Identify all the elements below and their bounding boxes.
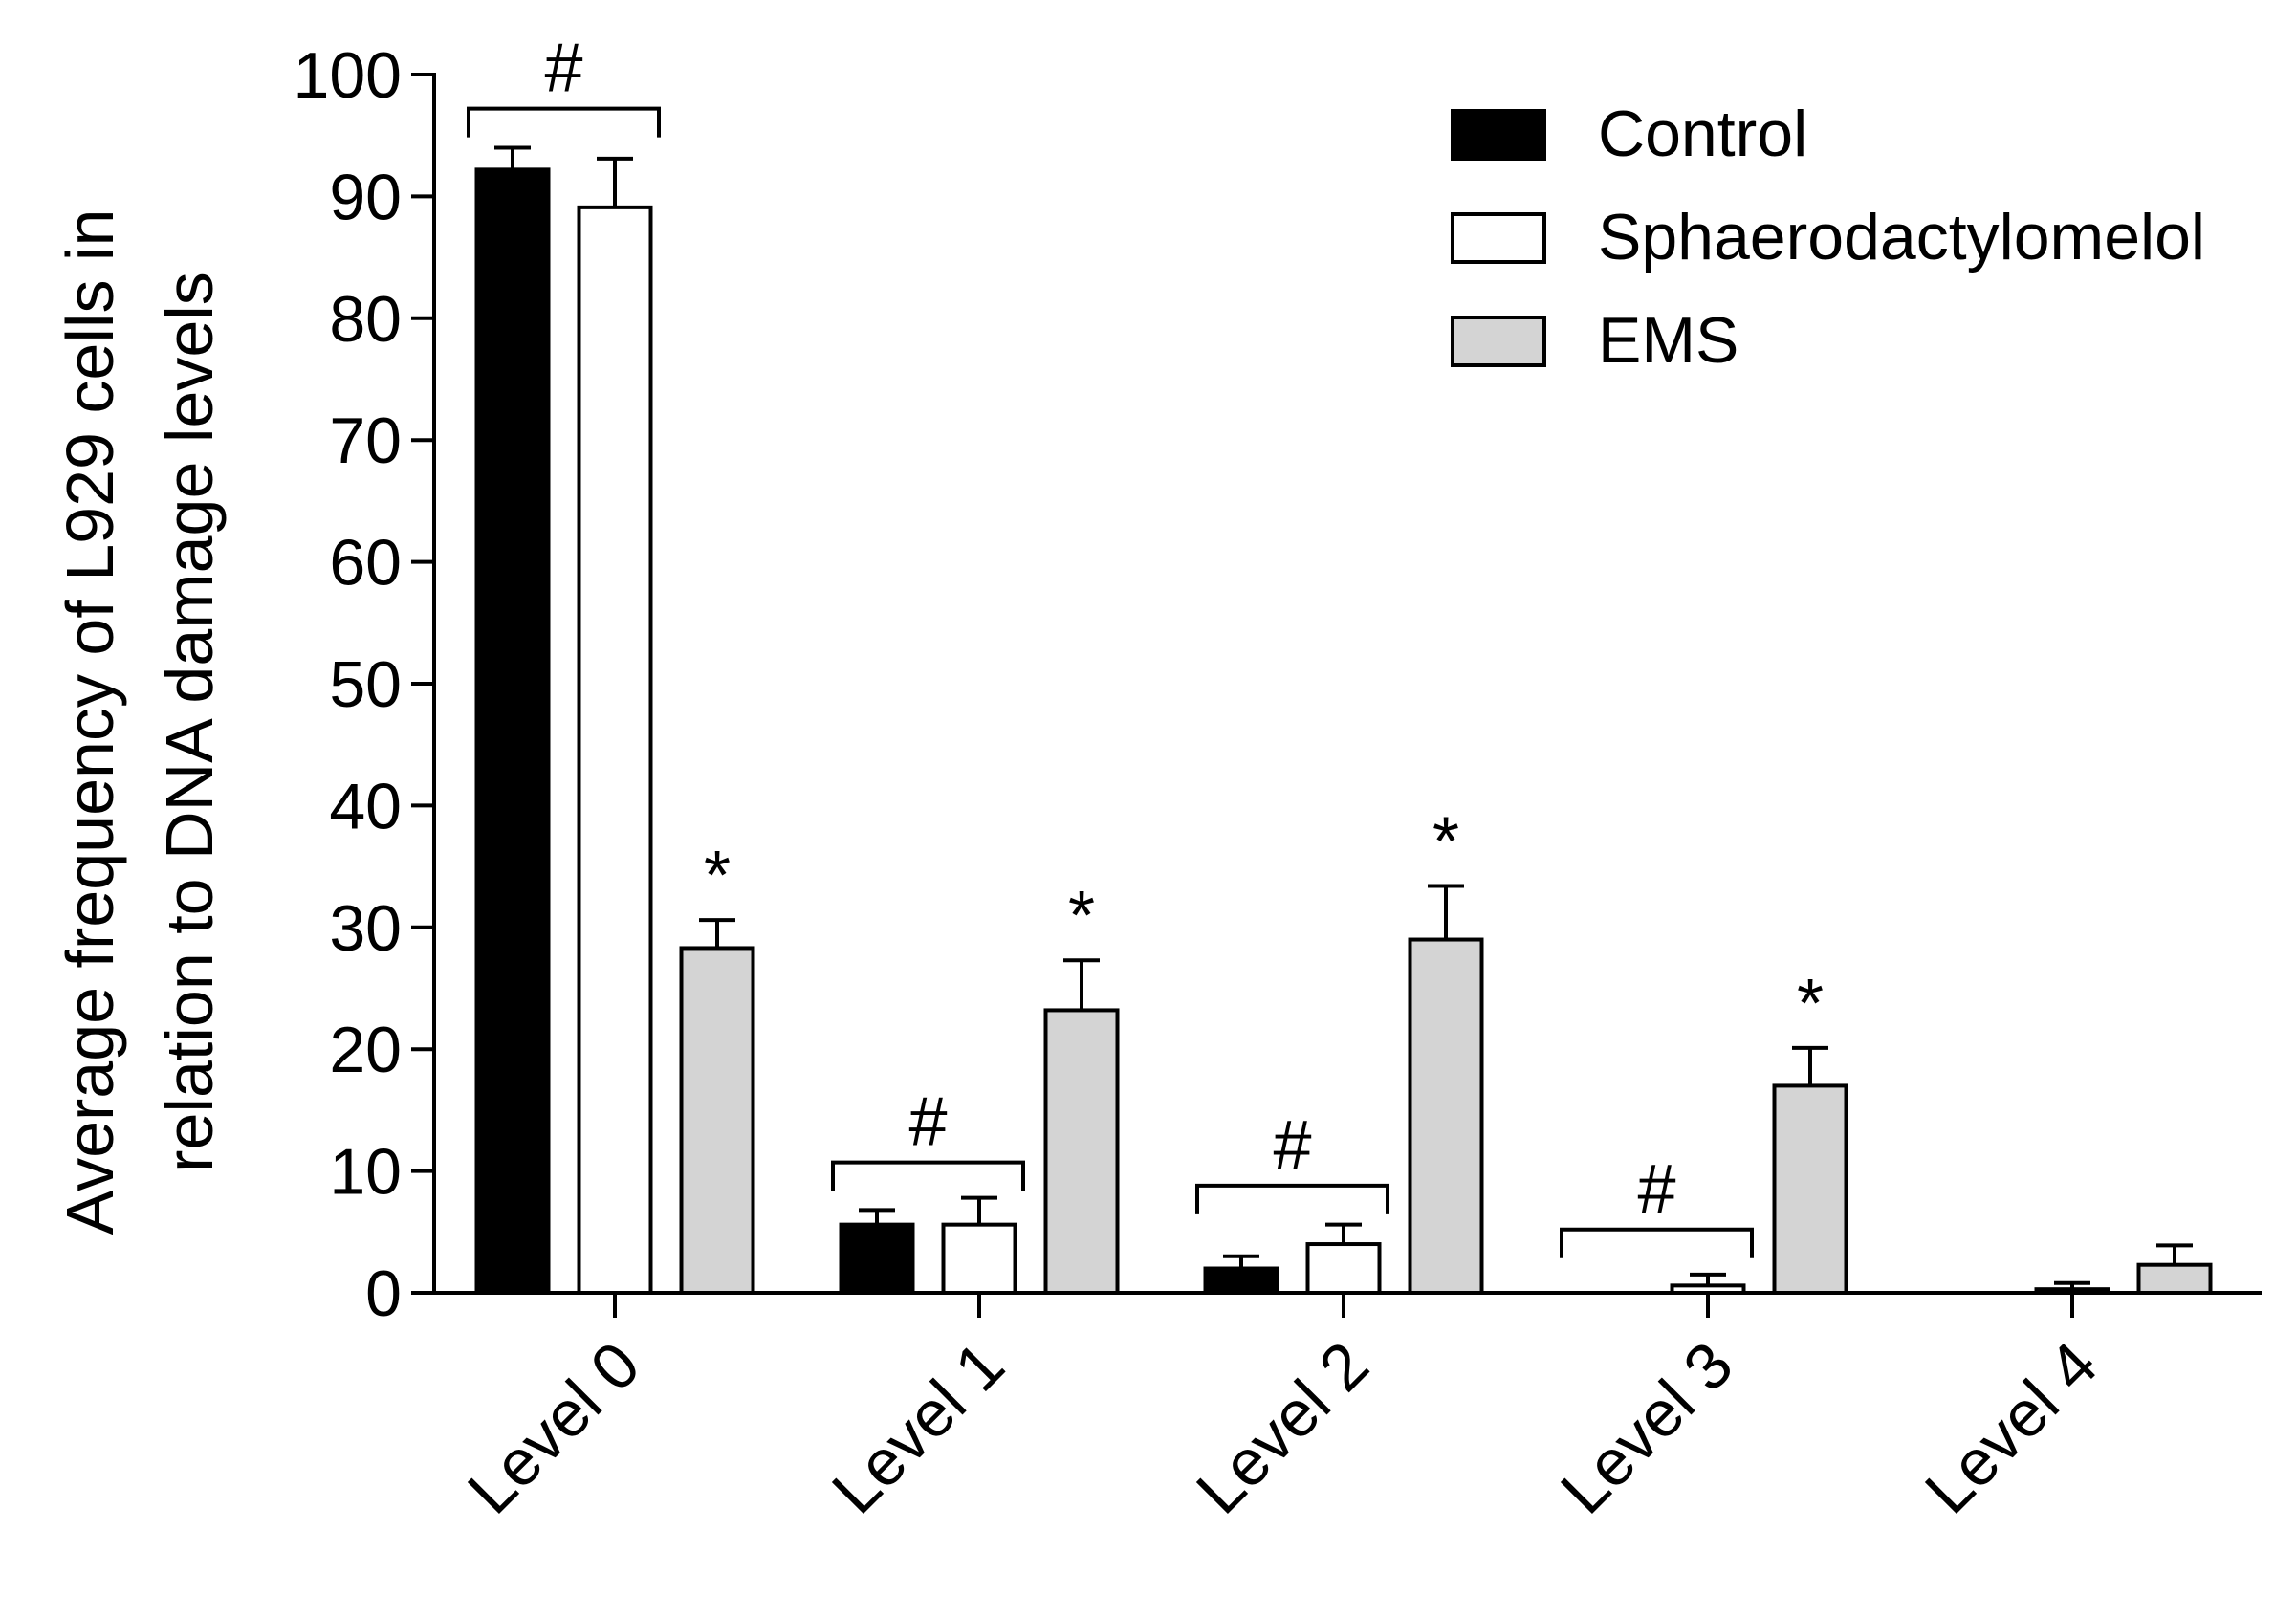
bracket-label: # (1637, 1151, 1675, 1228)
bar (1670, 1283, 1746, 1295)
bar (1305, 1242, 1382, 1296)
significance-star: * (1797, 966, 1824, 1042)
bar (1772, 1083, 1848, 1296)
legend-swatch (1451, 109, 1546, 161)
y-tick-label: 0 (365, 1257, 402, 1330)
y-tick-label: 90 (329, 161, 402, 233)
y-tick-label: 20 (329, 1014, 402, 1086)
bar (2136, 1262, 2213, 1295)
bar (679, 946, 755, 1295)
y-tick-label: 80 (329, 283, 402, 356)
y-tick-label: 60 (329, 527, 402, 600)
legend-swatch (1451, 316, 1546, 367)
bar (2034, 1287, 2110, 1295)
bar (474, 167, 551, 1296)
significance-bracket (1560, 1227, 1754, 1258)
bar (577, 205, 653, 1296)
legend-label: Sphaerodactylomelol (1598, 201, 2205, 273)
bracket-label: # (908, 1084, 947, 1161)
y-axis-label-line1: Average frequency of L929 cells in (53, 209, 127, 1235)
y-axis-label-line2: relation to DNA damage levels (152, 272, 227, 1172)
bracket-label: # (544, 31, 582, 107)
y-tick-label: 50 (329, 648, 402, 721)
significance-bracket (1195, 1183, 1389, 1214)
y-axis-label: Average frequency of L929 cells in relati… (53, 209, 227, 1235)
legend-label: EMS (1598, 304, 1738, 377)
legend-swatch (1451, 212, 1546, 264)
significance-star: * (1432, 803, 1459, 880)
y-tick-label: 100 (294, 39, 402, 112)
bracket-label: # (1273, 1107, 1311, 1184)
significance-star: * (1068, 878, 1095, 954)
bar (839, 1222, 915, 1296)
bar (1043, 1008, 1120, 1295)
y-tick-label: 40 (329, 770, 402, 842)
annotations: * * * * # # # # (467, 31, 1824, 1258)
significance-bracket (831, 1160, 1025, 1191)
legend-label: Control (1598, 98, 1807, 170)
bars (474, 145, 2213, 1296)
y-tick-label: 30 (329, 892, 402, 965)
x-tick-label: Level 1 (819, 1328, 1018, 1528)
significance-star: * (704, 838, 731, 914)
y-tick-label: 10 (329, 1136, 402, 1209)
y-tick-label: 70 (329, 404, 402, 477)
x-tick-label: Level 0 (454, 1328, 654, 1528)
bar (941, 1222, 1017, 1296)
x-tick-label: Level 4 (1912, 1328, 2111, 1528)
significance-bracket (467, 106, 661, 138)
bar (1203, 1266, 1279, 1296)
x-tick-label: Level 3 (1547, 1328, 1747, 1528)
legend: Control Sphaerodactylomelol EMS (1451, 98, 2205, 377)
x-tick-label: Level 2 (1183, 1328, 1383, 1528)
bar (1408, 937, 1484, 1295)
